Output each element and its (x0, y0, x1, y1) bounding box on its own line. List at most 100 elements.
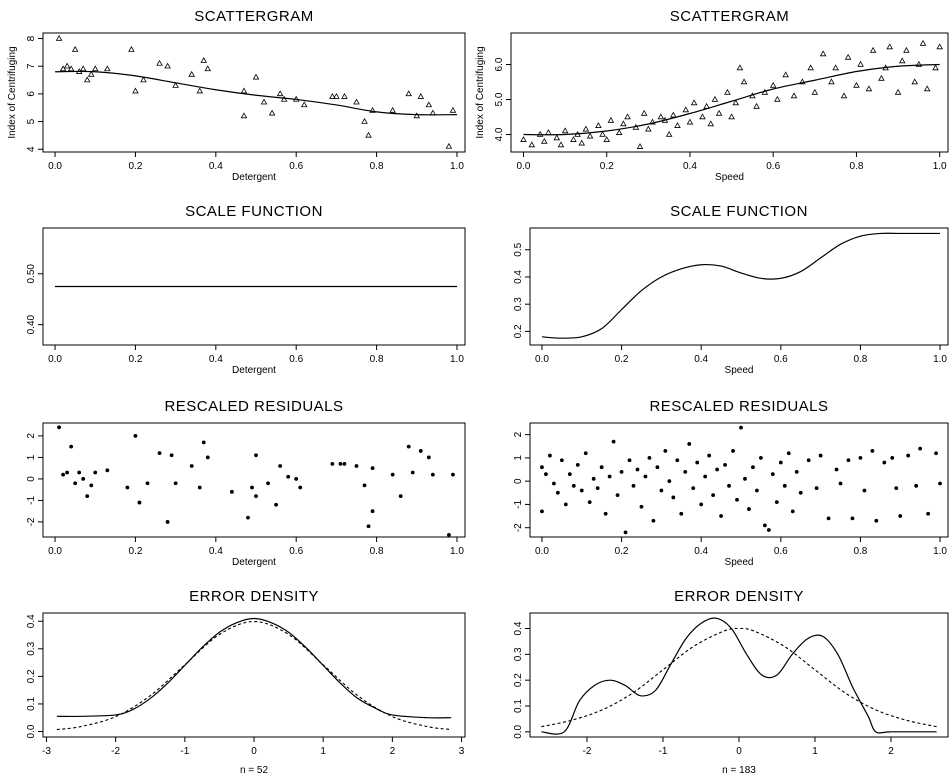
data-point (567, 472, 572, 477)
data-point (172, 81, 179, 88)
data-point (59, 65, 67, 72)
data-point (853, 81, 860, 88)
x-tick-label: -1 (659, 746, 668, 757)
data-point (723, 462, 727, 467)
x-axis-label: Speed (725, 557, 754, 568)
y-tick-label: 0.2 (513, 324, 524, 338)
data-point (93, 470, 98, 475)
data-point (898, 514, 903, 518)
data-point (140, 76, 147, 83)
x-tick-label: 0.6 (774, 354, 788, 365)
data-point (743, 476, 747, 481)
y-tick-label: 0.4 (513, 270, 524, 284)
data-point (936, 43, 943, 50)
x-tick-label: -1 (180, 746, 189, 757)
data-point (449, 106, 457, 113)
panel-p41: ERROR DENSITY -3 -2 -1 0 1 2 3 0.0 0.1 0.2 0.3 0.4 n … (26, 588, 466, 773)
plot-frame (42, 227, 466, 346)
data-point (627, 458, 632, 463)
data-point (583, 451, 588, 456)
data-point (595, 122, 602, 128)
data-point (794, 469, 799, 474)
data-point (778, 460, 783, 465)
panel-title: RESCALED RESIDUALS (649, 398, 828, 415)
data-point (751, 465, 755, 470)
data-point (330, 461, 335, 466)
data-point (647, 455, 652, 460)
plot-frame (529, 227, 949, 346)
data-point (579, 488, 584, 493)
series-line (541, 617, 937, 735)
x-axis-label: Detergent (232, 365, 276, 376)
data-point (607, 474, 612, 479)
x-tick-label: 3 (459, 746, 465, 757)
data-point (586, 132, 594, 139)
data-point (362, 483, 367, 488)
data-point (268, 109, 276, 116)
data-point (353, 98, 360, 105)
x-axis-label: n = 183 (722, 765, 756, 773)
plot-frame (529, 422, 949, 538)
x-tick-label: 0.2 (128, 546, 142, 557)
data-point (850, 516, 855, 521)
y-tick-label: 0.1 (26, 697, 37, 711)
data-point (782, 71, 789, 78)
x-tick-label: 0.0 (517, 161, 531, 172)
x-tick-label: 2 (390, 746, 396, 757)
data-point (555, 490, 560, 495)
data-point (934, 451, 938, 456)
y-tick-label: 0.3 (513, 647, 524, 661)
data-point (173, 481, 178, 486)
panel-p31: RESCALED RESIDUALS 0.0 0.2 0.4 0.6 0.8 1.0 -2 -1… (26, 398, 466, 568)
data-point (338, 461, 343, 466)
data-point (125, 485, 130, 490)
data-point (544, 472, 548, 477)
x-tick-label: 0.4 (694, 546, 708, 557)
data-point (87, 70, 95, 77)
data-point (61, 472, 65, 477)
data-point (769, 81, 777, 88)
data-point (603, 136, 611, 142)
data-point (774, 500, 779, 505)
data-point (735, 497, 739, 502)
data-point (932, 64, 939, 71)
data-point (620, 120, 627, 127)
data-point (639, 504, 644, 509)
data-point (828, 78, 835, 85)
x-tick-label: 0.0 (48, 161, 62, 172)
data-point (81, 477, 86, 481)
data-point (898, 57, 906, 64)
x-tick-label: 0.6 (289, 161, 303, 172)
fit-curve (523, 63, 940, 136)
data-point (561, 127, 569, 134)
data-point (133, 434, 138, 438)
data-point (732, 99, 740, 106)
x-tick-label: -2 (583, 746, 592, 757)
x-tick-label: 0.4 (694, 354, 708, 365)
data-point (790, 509, 795, 514)
panel-p12: SCATTERGRAM 0.0 0.2 0.4 0.6 0.8 1.0 4.0 5.0 6.0 Sp… (475, 8, 949, 183)
y-tick-label: 4.0 (494, 127, 505, 141)
panel-p21: SCALE FUNCTION 0.0 0.2 0.4 0.6 0.8 1.0 0.40 0.50… (26, 203, 466, 376)
data-point (545, 129, 552, 135)
x-tick-label: 0.8 (370, 161, 384, 172)
data-point (169, 453, 174, 458)
data-point (587, 500, 592, 505)
data-point (663, 449, 668, 453)
data-point (369, 106, 376, 113)
y-tick-label: -1 (513, 500, 524, 509)
data-point (690, 99, 698, 106)
y-tick-label: 0 (26, 476, 37, 482)
data-point (599, 130, 606, 137)
y-tick-label: 8 (26, 35, 37, 41)
data-point (624, 113, 631, 120)
data-point (683, 469, 688, 474)
data-point (691, 486, 696, 491)
data-point (425, 101, 433, 108)
series-line (56, 617, 452, 719)
data-point (643, 474, 648, 479)
y-tick-label: 6.0 (494, 57, 505, 71)
data-point (156, 59, 163, 66)
data-point (595, 486, 600, 491)
y-tick-label: 0.1 (513, 699, 524, 713)
